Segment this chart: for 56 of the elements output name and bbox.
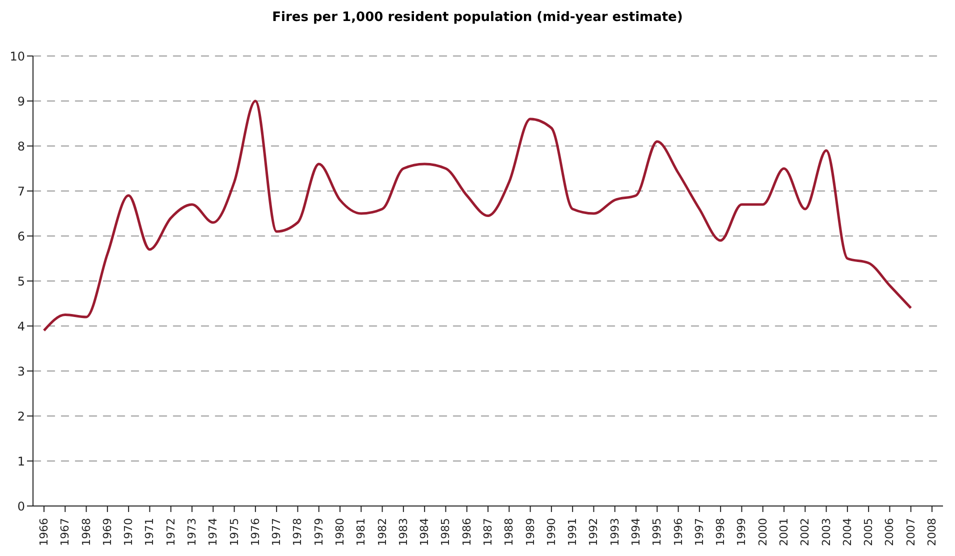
x-tick-label: 1994 xyxy=(630,518,642,546)
y-tick-label: 1 xyxy=(17,454,25,468)
x-tick-label: 1971 xyxy=(143,518,156,546)
x-tick-label: 1997 xyxy=(692,518,706,546)
x-tick-label: 1989 xyxy=(524,518,537,546)
x-tick-label: 1993 xyxy=(608,518,622,546)
y-tick-label: 7 xyxy=(17,184,25,198)
x-tick-label: 2003 xyxy=(820,518,833,546)
x-tick-label: 1988 xyxy=(502,518,516,546)
x-tick-label: 2005 xyxy=(862,518,876,546)
x-tick-label: 1980 xyxy=(334,518,346,546)
x-tick-label: 1970 xyxy=(122,518,136,546)
chart-title: Fires per 1,000 resident population (mid-year estimate) xyxy=(271,9,684,27)
x-tick-label: 1996 xyxy=(672,518,685,546)
x-tick-label: 1973 xyxy=(186,518,198,546)
y-tick-label: 0 xyxy=(17,499,25,514)
x-tick-label: 1967 xyxy=(58,518,72,546)
y-tick-label: 5 xyxy=(17,274,25,288)
x-tick-label: 2001 xyxy=(778,518,790,546)
x-tick-label: 1976 xyxy=(248,518,262,546)
x-tick-label: 1975 xyxy=(228,518,241,546)
x-tick-label: 1983 xyxy=(396,518,410,546)
x-tick-label: 1995 xyxy=(650,518,664,546)
x-tick-label: 2000 xyxy=(756,518,770,546)
x-tick-label: 1979 xyxy=(312,518,326,546)
y-tick-label: 6 xyxy=(17,229,25,244)
x-tick-label: 1974 xyxy=(206,518,220,546)
x-tick-label: 1998 xyxy=(714,518,728,546)
x-tick-label: 1978 xyxy=(291,518,304,546)
x-tick-label: 1986 xyxy=(460,518,474,546)
y-tick-label: 8 xyxy=(17,139,25,154)
x-tick-label: 1981 xyxy=(354,518,368,546)
x-tick-label: 1990 xyxy=(544,518,558,546)
y-tick-label: 2 xyxy=(17,409,25,424)
x-tick-label: 1968 xyxy=(80,518,93,546)
x-tick-label: 2004 xyxy=(840,518,854,546)
x-tick-label: 2002 xyxy=(798,518,812,546)
y-tick-label: 10 xyxy=(10,49,25,64)
x-tick-label: 1987 xyxy=(482,518,494,546)
x-tick-label: 1972 xyxy=(164,518,178,546)
x-tick-label: 1977 xyxy=(270,518,284,546)
x-tick-label: 1982 xyxy=(376,518,389,546)
x-tick-label: 1999 xyxy=(735,518,748,546)
line-series xyxy=(42,100,912,332)
x-tick-label: 2006 xyxy=(883,518,896,546)
x-tick-label: 1984 xyxy=(418,518,432,546)
x-tick-label: 1969 xyxy=(100,518,114,546)
x-tick-label: 1991 xyxy=(566,518,580,546)
x-tick-label: 1985 xyxy=(439,518,452,546)
x-tick-label: 1966 xyxy=(38,518,50,546)
y-tick-label: 3 xyxy=(17,364,25,378)
x-tick-label: 2007 xyxy=(904,518,918,546)
x-tick-label: 2008 xyxy=(926,518,938,546)
y-tick-label: 9 xyxy=(17,94,25,108)
y-tick-label: 4 xyxy=(17,319,25,334)
x-tick-label: 1992 xyxy=(587,518,600,546)
